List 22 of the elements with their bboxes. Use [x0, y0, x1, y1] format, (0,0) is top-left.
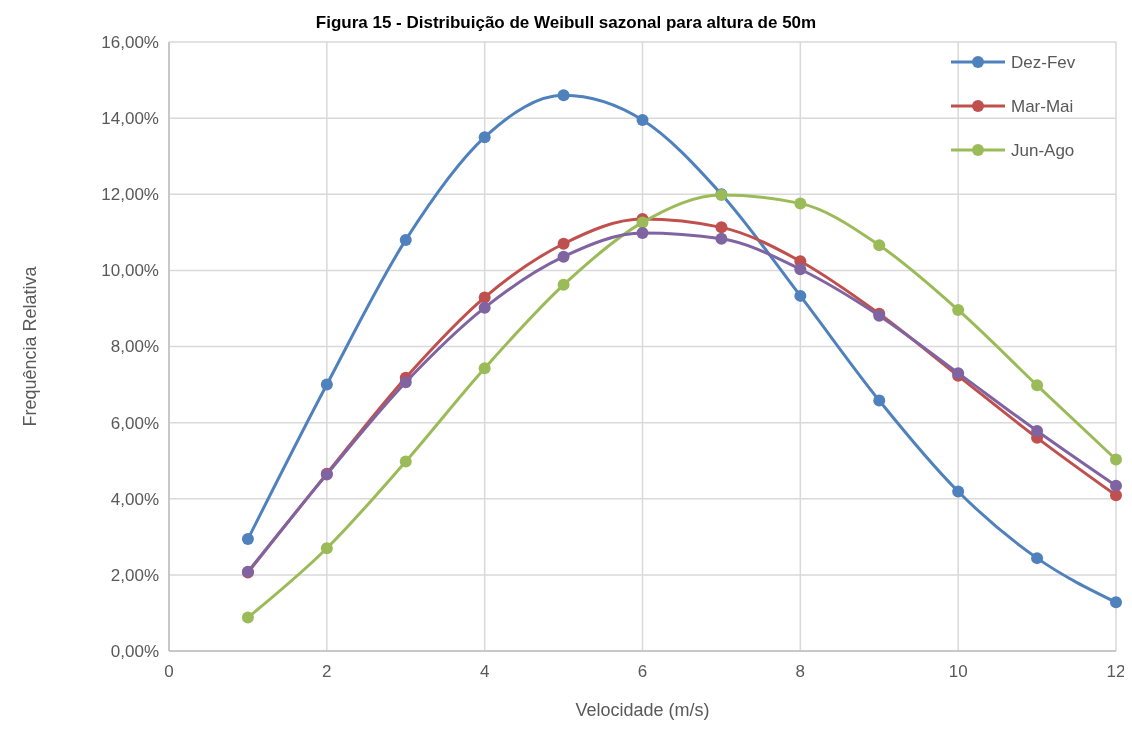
x-axis-title: Velocidade (m/s): [575, 700, 710, 720]
x-tick-label: 12: [1106, 662, 1126, 681]
y-tick-label: 8,00%: [110, 337, 159, 357]
y-tick-label: 14,00%: [101, 109, 159, 129]
y-tick-label: 10,00%: [101, 261, 159, 281]
x-tick-label: 10: [948, 662, 968, 681]
x-tick-label: 4: [479, 662, 490, 681]
y-tick-label: 0,00%: [110, 641, 159, 661]
legend-label: Jun-Ago: [1011, 140, 1075, 160]
y-tick-label: 2,00%: [110, 565, 159, 585]
x-tick-label: 6: [637, 662, 648, 681]
y-tick-label: 16,00%: [101, 32, 159, 52]
y-tick-label: 6,00%: [110, 413, 159, 433]
legend-label: Mar-Mai: [1011, 96, 1074, 116]
x-tick-label: 2: [322, 662, 332, 681]
legend-label: Dez-Fev: [1011, 52, 1076, 72]
y-axis-title: Frequência Relativa: [20, 265, 40, 427]
y-tick-label: 4,00%: [110, 489, 159, 509]
x-tick-label: 0: [164, 662, 174, 681]
y-tick-label: 12,00%: [101, 185, 159, 205]
x-tick-label: 8: [795, 662, 806, 681]
chart-title: Figura 15 - Distribuição de Weibull sazonal para altura de 50m: [315, 13, 817, 32]
